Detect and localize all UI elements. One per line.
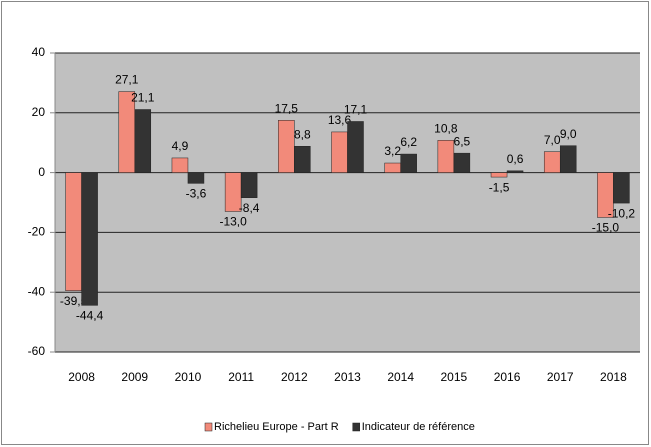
value-label: 3,2 — [384, 144, 401, 158]
y-tick-label: -40 — [28, 284, 46, 298]
value-label: -44,4 — [76, 309, 104, 323]
bar — [65, 172, 82, 291]
y-tick-label: 40 — [32, 45, 46, 59]
bar — [278, 120, 295, 173]
bar — [490, 172, 508, 178]
bar — [347, 121, 364, 173]
bar — [384, 162, 401, 173]
bar — [187, 172, 205, 184]
y-tick-label: -60 — [28, 344, 46, 358]
value-label: 17,5 — [275, 101, 299, 115]
x-tick-label: 2013 — [334, 370, 361, 384]
value-label: 6,5 — [454, 134, 471, 148]
value-label: -10,2 — [608, 206, 636, 220]
legend-label: Richelieu Europe - Part R — [214, 421, 339, 433]
bar — [240, 172, 258, 198]
plot-area — [55, 53, 640, 352]
value-label: 0,6 — [507, 152, 524, 166]
x-tick-label: 2011 — [228, 370, 254, 384]
value-label: 17,1 — [344, 103, 368, 117]
bar — [613, 172, 630, 204]
x-tick-label: 2012 — [281, 370, 308, 384]
bar — [437, 140, 455, 173]
bar — [543, 151, 561, 173]
value-label: -13,0 — [219, 215, 247, 229]
value-label: 8,8 — [294, 127, 311, 141]
x-tick-label: 2008 — [68, 370, 95, 384]
value-label: -1,5 — [489, 180, 510, 194]
value-label: 7,0 — [544, 133, 561, 147]
value-label: -15,0 — [592, 221, 620, 235]
bar — [559, 145, 577, 173]
bar — [506, 170, 524, 173]
value-label: 9,0 — [560, 127, 577, 141]
x-tick-label: 2018 — [600, 370, 627, 384]
legend-swatch — [204, 422, 213, 432]
value-label: 6,2 — [400, 135, 417, 149]
value-label: -3,6 — [186, 187, 207, 201]
bar — [171, 157, 189, 173]
x-tick-label: 2017 — [547, 370, 574, 384]
x-tick-label: 2016 — [494, 370, 521, 384]
y-tick-label: -20 — [28, 225, 46, 239]
bar — [294, 146, 311, 173]
value-label: 13,6 — [328, 113, 352, 127]
legend-swatch — [352, 422, 360, 432]
x-tick-label: 2010 — [175, 370, 202, 384]
bar — [400, 153, 417, 173]
value-label: -39,5 — [60, 294, 88, 308]
bar — [331, 131, 348, 173]
bar — [81, 172, 98, 306]
x-tick-label: 2015 — [441, 370, 468, 384]
bar — [134, 109, 152, 173]
value-label: 21,1 — [131, 91, 155, 105]
y-tick-label: 0 — [38, 165, 45, 179]
value-label: 10,8 — [434, 121, 458, 135]
value-label: -8,4 — [239, 201, 260, 215]
y-tick-label: 20 — [32, 105, 46, 119]
bar — [453, 152, 471, 173]
x-tick-label: 2014 — [387, 370, 414, 384]
legend-label: Indicateur de référence — [362, 421, 475, 433]
x-tick-label: 2009 — [121, 370, 148, 384]
value-label: 27,1 — [115, 73, 139, 87]
value-label: 4,9 — [172, 139, 189, 153]
